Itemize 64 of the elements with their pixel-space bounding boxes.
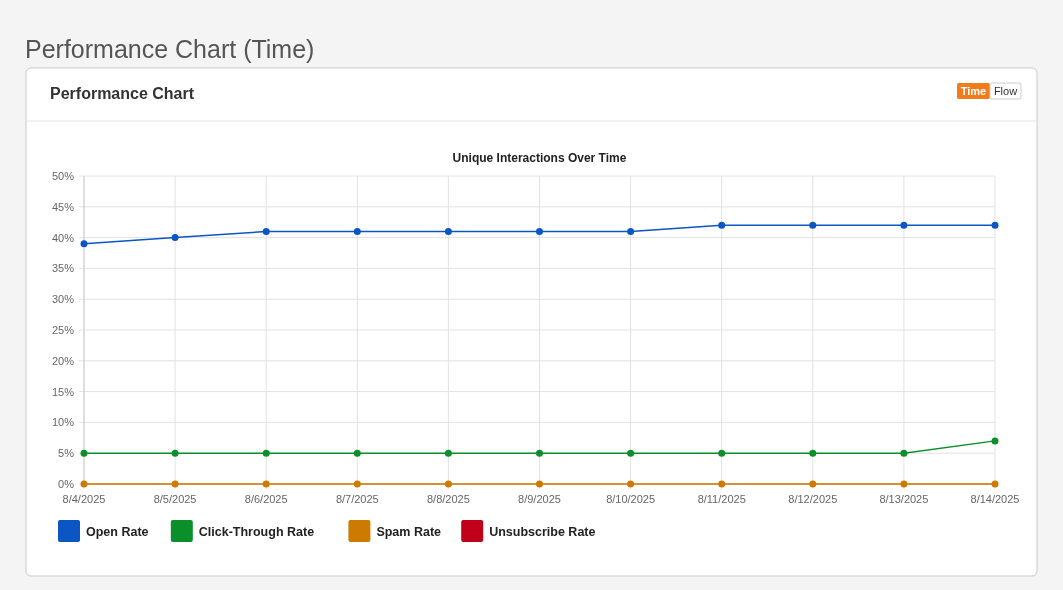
text: Time bbox=[960, 85, 987, 97]
point bbox=[444, 480, 452, 488]
y-tick-label: 20% bbox=[51, 354, 75, 367]
y-tick-label: 50% bbox=[51, 170, 75, 182]
point bbox=[444, 227, 452, 235]
point bbox=[262, 227, 270, 235]
point bbox=[536, 480, 543, 488]
point bbox=[262, 480, 270, 488]
y-tick-label: 15% bbox=[51, 385, 75, 398]
x-tick-label: 8/7/2025 bbox=[335, 493, 379, 505]
point bbox=[900, 449, 908, 457]
text: Performance Chart (Time) bbox=[25, 35, 315, 63]
point bbox=[80, 449, 88, 457]
y-tick-label: 35% bbox=[51, 262, 75, 275]
chart-title: Unique Interactions Over Time bbox=[452, 151, 627, 165]
x-tick-label: 8/9/2025 bbox=[518, 493, 561, 505]
point bbox=[809, 480, 817, 488]
y-tick-label: 45% bbox=[51, 200, 75, 213]
text: Performance Chart bbox=[50, 85, 195, 102]
x-tick-label: 8/6/2025 bbox=[244, 493, 288, 505]
point bbox=[718, 480, 726, 488]
y-tick-label: 25% bbox=[51, 324, 75, 336]
point bbox=[171, 234, 179, 242]
point bbox=[809, 221, 817, 229]
point bbox=[353, 480, 361, 488]
point bbox=[991, 221, 999, 229]
point bbox=[627, 227, 635, 235]
point bbox=[900, 221, 908, 229]
point bbox=[536, 227, 543, 235]
x-tick-label: 8/12/2025 bbox=[788, 493, 838, 505]
x-tick-label: 8/13/2025 bbox=[879, 493, 929, 505]
legend-label: Spam Rate bbox=[376, 524, 442, 539]
point bbox=[80, 240, 88, 248]
point bbox=[627, 449, 635, 457]
y-tick-label: 0% bbox=[58, 478, 75, 490]
y-tick-label: 40% bbox=[51, 231, 75, 244]
y-tick-label: 10% bbox=[51, 416, 75, 429]
legend-label: Unsubscribe Rate bbox=[489, 524, 596, 539]
point bbox=[171, 449, 179, 457]
x-tick-label: 8/11/2025 bbox=[697, 493, 746, 505]
y-tick-label: 30% bbox=[51, 293, 75, 306]
x-tick-label: 8/10/2025 bbox=[606, 493, 656, 505]
point bbox=[353, 449, 361, 457]
x-tick-label: 8/4/2025 bbox=[62, 493, 106, 505]
legend-label: Open Rate bbox=[86, 524, 149, 539]
point bbox=[718, 221, 726, 229]
point bbox=[718, 449, 726, 457]
point bbox=[444, 449, 452, 457]
y-tick-label: 5% bbox=[58, 447, 75, 460]
point bbox=[171, 480, 179, 488]
point bbox=[80, 480, 88, 488]
point bbox=[627, 480, 635, 488]
point bbox=[353, 227, 361, 235]
point bbox=[991, 437, 999, 445]
text: Flow bbox=[993, 85, 1018, 97]
point bbox=[809, 449, 817, 457]
legend-label: Click-Through Rate bbox=[198, 524, 315, 539]
point bbox=[900, 480, 908, 488]
x-tick-label: 8/8/2025 bbox=[426, 493, 470, 505]
point bbox=[262, 449, 270, 457]
x-tick-label: 8/14/2025 bbox=[970, 493, 1020, 505]
point bbox=[991, 480, 999, 488]
point bbox=[536, 449, 543, 457]
x-tick-label: 8/5/2025 bbox=[153, 493, 197, 505]
